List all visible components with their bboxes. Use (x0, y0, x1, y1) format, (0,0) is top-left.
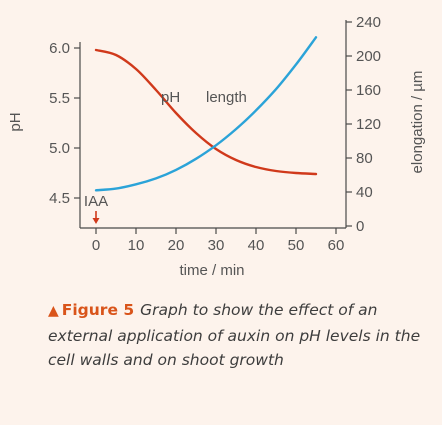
y-right-axis-title: elongation / µm (409, 71, 426, 174)
y-left-tick-label: 5.5 (49, 90, 70, 107)
y-right-tick-label: 40 (356, 184, 373, 201)
x-tick-label: 20 (168, 237, 185, 254)
caption-triangle-icon: ▲ (48, 303, 59, 319)
iaa-annotation-label: IAA (84, 193, 108, 210)
y-left-tick-label: 4.5 (49, 190, 70, 207)
iaa-arrow-head-icon (92, 218, 100, 224)
chart: 4.5 5.0 5.5 6.0 0 40 80 120 160 200 240 0 10 20 30 40 50… (7, 14, 426, 279)
x-tick-label: 40 (248, 237, 265, 254)
y-right-tick-label: 200 (356, 48, 381, 65)
x-tick-label: 30 (208, 237, 225, 254)
y-right-tick-label: 160 (356, 82, 381, 99)
y-right-tick-label: 80 (356, 150, 373, 167)
x-tick-label: 0 (92, 237, 100, 254)
series-line-length (94, 36, 318, 192)
x-tick-label: 10 (128, 237, 145, 254)
y-left-tick-label: 5.0 (49, 140, 70, 157)
y-left-tick-label: 6.0 (49, 40, 70, 57)
x-axis-title: time / min (179, 262, 244, 279)
series-label-length: length (206, 89, 247, 106)
x-tick-label: 60 (328, 237, 345, 254)
y-right-tick-label: 240 (356, 14, 381, 31)
figure-caption: ▲ Figure 5 Graph to show the effect of an … (48, 298, 428, 373)
series-label-ph: pH (161, 89, 180, 106)
figure-label: Figure 5 (61, 301, 135, 319)
x-tick-label: 50 (288, 237, 305, 254)
series-line-ph (94, 48, 318, 176)
caption-text: Graph to show the effect of an external … (48, 301, 421, 369)
y-left-axis-title: pH (7, 112, 24, 131)
y-right-tick-label: 0 (356, 218, 364, 235)
y-right-tick-label: 120 (356, 116, 381, 133)
chart-svg: 4.5 5.0 5.5 6.0 0 40 80 120 160 200 240 0 10 20 30 40 50… (7, 14, 426, 279)
